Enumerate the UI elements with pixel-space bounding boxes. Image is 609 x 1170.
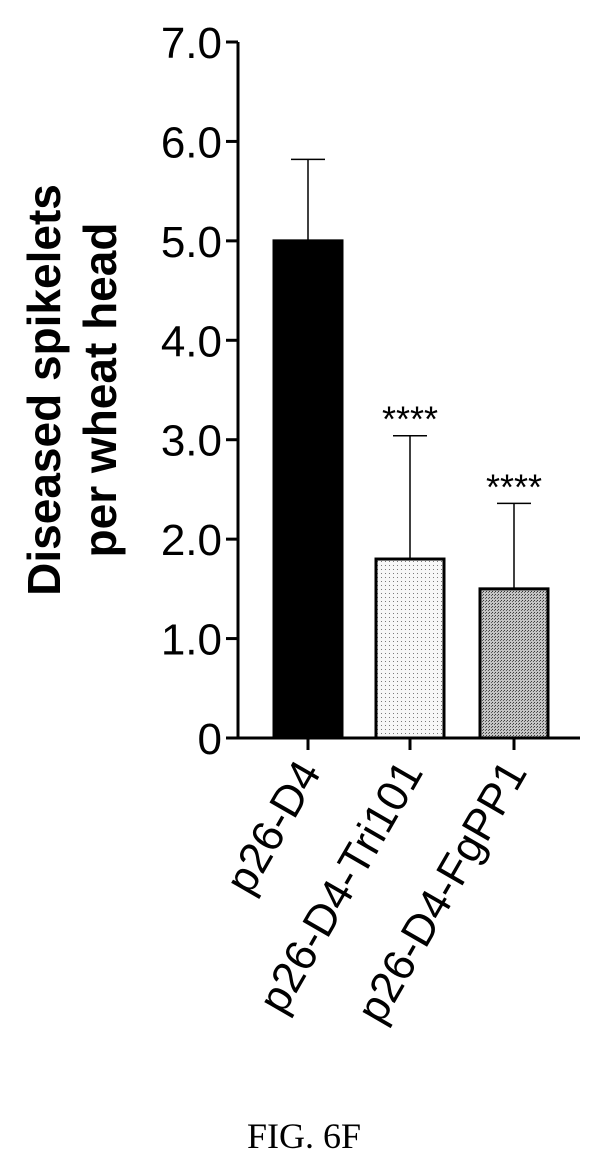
- y-tick-label: 5.0: [161, 218, 222, 267]
- bar: [478, 587, 550, 740]
- y-tick-label: 6.0: [161, 118, 222, 167]
- significance-label: ****: [486, 466, 542, 507]
- y-tick-label: 2.0: [161, 516, 222, 565]
- bars: [272, 239, 550, 740]
- significance-marks: **** ****: [382, 399, 542, 508]
- y-tick-label: 4.0: [161, 317, 222, 366]
- y-tick-label: 3.0: [161, 417, 222, 466]
- bar: [374, 557, 446, 740]
- error-bars: [291, 158, 531, 589]
- y-axis-label: Diseased spikelets per wheat head: [18, 184, 126, 596]
- x-tick-label: p26-D4: [216, 753, 331, 902]
- bar: [272, 239, 344, 740]
- x-axis: [238, 736, 580, 750]
- y-tick-label: 0: [198, 715, 222, 764]
- y-axis-label-line-2: per wheat head: [74, 223, 126, 558]
- y-tick-label: 7.0: [161, 19, 222, 68]
- y-axis-label-line-1: Diseased spikelets: [18, 184, 70, 596]
- figure-caption: FIG. 6F: [247, 1116, 361, 1156]
- y-axis: 0 1.0 2.0 3.0 4.0 5.0 6.0 7.0: [161, 19, 240, 764]
- y-tick-label: 1.0: [161, 616, 222, 665]
- significance-label: ****: [382, 399, 438, 440]
